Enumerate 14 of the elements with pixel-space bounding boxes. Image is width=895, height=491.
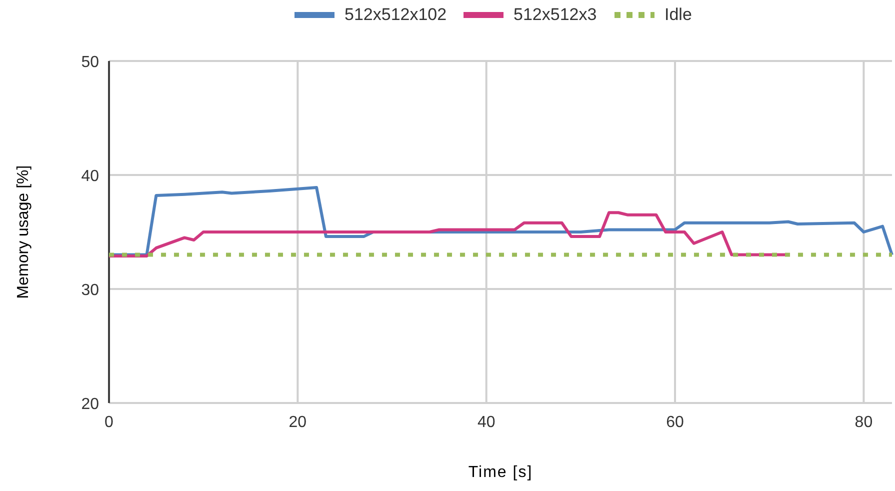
- x-tick-label: 80: [854, 414, 873, 431]
- legend-label: 512x512x102: [344, 5, 447, 24]
- legend-label: Idle: [664, 5, 692, 24]
- x-tick-label: 20: [288, 414, 307, 431]
- x-axis-title: Time [s]: [468, 464, 533, 481]
- y-tick-label: 40: [81, 168, 100, 185]
- x-tick-label: 0: [104, 414, 114, 431]
- legend-label: 512x512x3: [514, 5, 597, 24]
- y-tick-label: 20: [81, 396, 100, 413]
- x-tick-label: 40: [477, 414, 496, 431]
- y-tick-label: 30: [81, 282, 100, 299]
- x-tick-label: 60: [666, 414, 684, 431]
- y-axis-title: Memory usage [%]: [15, 165, 32, 299]
- y-tick-label: 50: [81, 54, 100, 71]
